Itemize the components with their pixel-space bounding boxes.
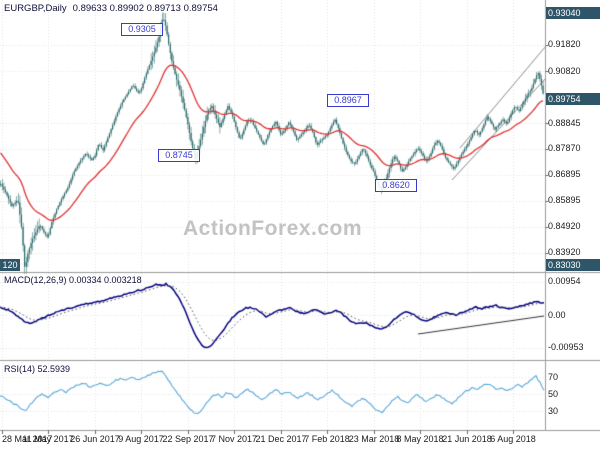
price-level-badge: 0.93040 — [546, 6, 600, 19]
price-axis-tick: 0.85895 — [548, 195, 581, 206]
date-axis-label: 8 May 2018 — [396, 434, 444, 444]
chart-title: EURGBP,Daily 0.89633 0.89902 0.89713 0.89… — [4, 3, 224, 14]
price-axis-tick: 0.83920 — [548, 247, 581, 258]
left-edge-badge: 120 — [0, 259, 20, 271]
macd-axis-tick: 0.00 — [548, 309, 566, 320]
date-axis-label: 22 Sep 2017 — [162, 434, 214, 444]
watermark: ActionForex.com — [182, 217, 363, 240]
date-axis-label: 23 Mar 2018 — [348, 434, 400, 444]
macd-axis-tick: 0.00954 — [548, 276, 581, 287]
date-axis-label: 21 Jun 2018 — [442, 434, 492, 444]
date-axis-label: 6 Aug 2018 — [490, 434, 536, 444]
date-axis-label: 7 Nov 2017 — [210, 434, 258, 444]
date-axis-label: 21 Dec 2017 — [255, 434, 307, 444]
price-axis-tick: 0.88845 — [548, 117, 581, 128]
date-axis-label: 26 Jun 2017 — [70, 434, 120, 444]
date-axis-label: 7 Feb 2018 — [304, 434, 350, 444]
macd-indicator-label: MACD(12,26,9) 0.00334 0.003218 — [4, 275, 142, 285]
price-axis-tick: 0.86895 — [548, 169, 581, 180]
price-annotation: 0.8745 — [158, 149, 200, 162]
price-annotation: 0.8967 — [327, 94, 369, 107]
price-annotation: 0.8620 — [375, 179, 417, 192]
date-axis-label: 28 Mar 2017 — [2, 434, 53, 444]
price-level-badge: 0.89754 — [546, 93, 600, 106]
price-annotation: 0.9305 — [121, 23, 163, 36]
ohlc-values: 0.89633 0.89902 0.89713 0.89754 — [72, 3, 218, 14]
rsi-axis-tick: 30 — [548, 405, 559, 416]
symbol-timeframe-label: EURGBP,Daily — [4, 3, 67, 14]
date-axis-label: 11 May 2017 — [22, 434, 74, 444]
price-axis-tick: 0.84920 — [548, 221, 581, 232]
price-axis-tick: 0.90820 — [548, 65, 581, 76]
rsi-axis-tick: 50 — [548, 388, 559, 399]
rsi-indicator-label: RSI(14) 52.5939 — [4, 364, 71, 374]
price-axis-tick: 0.87870 — [548, 143, 581, 154]
macd-axis-tick: -0.00953 — [548, 342, 584, 353]
price-level-badge: 0.83030 — [546, 259, 600, 271]
date-axis-label: 9 Aug 2017 — [118, 434, 164, 444]
price-axis-tick: 0.91820 — [548, 39, 581, 50]
rsi-axis-tick: 70 — [548, 371, 559, 382]
